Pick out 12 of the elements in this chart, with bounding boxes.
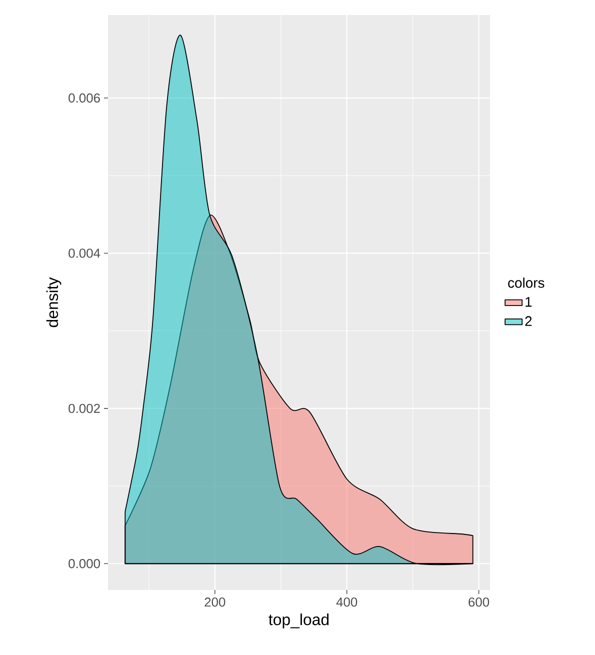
y-tick-label: 0.006 — [68, 93, 100, 103]
x-tick-label: 200 — [204, 598, 226, 607]
y-tick-label: 0.004 — [68, 248, 100, 258]
legend-label: 1 — [526, 297, 532, 307]
x-axis-title: top_load — [268, 614, 329, 628]
x-tick-label: 400 — [336, 598, 358, 607]
legend-label: 2 — [525, 316, 532, 326]
y-tick-label: 0.002 — [68, 404, 100, 413]
y-axis-title: density — [46, 277, 62, 328]
y-tick-label: 0.000 — [68, 559, 100, 568]
legend-title: colors — [508, 278, 544, 288]
x-tick-label: 600 — [468, 598, 490, 607]
